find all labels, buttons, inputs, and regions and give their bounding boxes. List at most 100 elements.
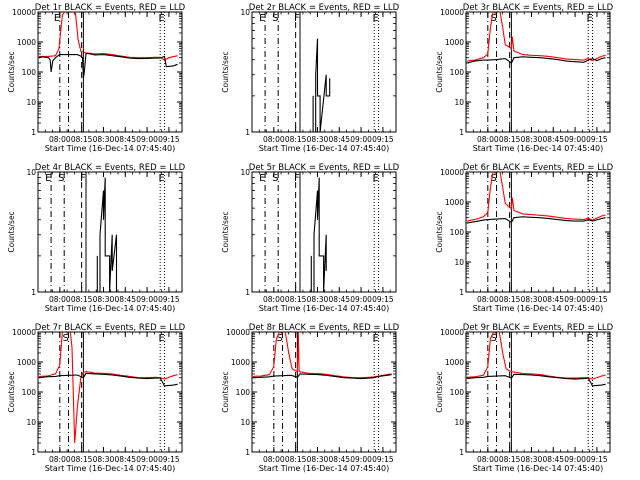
x-tick-label: 08:45: [114, 135, 136, 144]
x-tick-label: 08:00: [49, 455, 71, 464]
event-marker-label: E: [587, 173, 593, 184]
series-line-events: [466, 56, 606, 64]
y-tick-label: 1: [459, 288, 464, 297]
chart-title: Det 8r BLACK = Events, RED = LLD: [249, 323, 400, 333]
x-tick-label: 09:15: [586, 455, 608, 464]
series-line-lld: [466, 172, 606, 222]
y-tick-label: 1000: [445, 38, 464, 47]
x-tick-label: 08:00: [477, 295, 499, 304]
y-tick-label: 10000: [12, 328, 36, 337]
chart-panel-5: Det 5r BLACK = Events, RED = LLD 1 10 08:00…: [221, 163, 400, 313]
y-tick-label: 1: [31, 288, 36, 297]
x-tick-label: 08:45: [542, 295, 564, 304]
chart-title: Det 9r BLACK = Events, RED = LLD: [463, 323, 614, 333]
chart-title: Det 1r BLACK = Events, RED = LLD: [35, 3, 186, 13]
x-tick-label: 08:30: [521, 135, 543, 144]
chart-panel-2: Det 2r BLACK = Events, RED = LLD 1 10 08:00…: [221, 3, 400, 153]
event-marker-label: E: [159, 173, 165, 184]
series-line-events: [38, 372, 178, 387]
y-tick-label: 100: [236, 388, 251, 397]
x-axis-label: Start Time (16-Dec-14 07:45:40): [45, 304, 176, 313]
x-tick-label: 08:45: [328, 135, 350, 144]
event-marker-label: S: [63, 333, 69, 344]
chart-panel-1: Det 1r BLACK = Events, RED = LLD 1 10 100 10…: [7, 3, 186, 153]
event-marker-label: S: [58, 173, 64, 184]
series-line-events: [312, 38, 331, 132]
y-tick-label: 1000: [231, 358, 250, 367]
y-axis-label: Counts/sec: [7, 211, 16, 252]
y-tick-label: 10: [240, 168, 250, 177]
x-tick-label: 09:00: [350, 455, 372, 464]
x-tick-label: 09:15: [372, 295, 394, 304]
x-tick-label: 09:15: [372, 135, 394, 144]
x-tick-label: 08:45: [328, 455, 350, 464]
y-tick-label: 10: [26, 168, 36, 177]
x-tick-label: 08:00: [263, 135, 285, 144]
y-tick-label: 1: [31, 448, 36, 457]
x-axis-label: Start Time (16-Dec-14 07:45:40): [45, 464, 176, 473]
chart-title: Det 7r BLACK = Events, RED = LLD: [35, 323, 186, 333]
event-marker-label: S: [491, 173, 497, 184]
y-tick-label: 10: [240, 418, 250, 427]
chart-panel-7: Det 7r BLACK = Events, RED = LLD 1 10 100 10…: [7, 323, 186, 473]
y-tick-label: 1: [245, 128, 250, 137]
series-line-lld: [38, 12, 178, 61]
event-marker-label: F: [80, 173, 86, 184]
x-tick-label: 08:00: [49, 295, 71, 304]
y-tick-label: 100: [450, 388, 465, 397]
event-marker-label: E: [373, 13, 379, 24]
y-tick-label: 10: [454, 258, 464, 267]
x-tick-label: 09:00: [564, 135, 586, 144]
y-tick-label: 100: [450, 68, 465, 77]
x-tick-label: 08:30: [93, 455, 115, 464]
series-line-events: [466, 373, 606, 387]
x-tick-label: 09:00: [350, 135, 372, 144]
x-tick-label: 08:15: [71, 295, 93, 304]
x-tick-label: 08:15: [71, 455, 93, 464]
x-axis-label: Start Time (16-Dec-14 07:45:40): [473, 144, 604, 153]
x-axis-label: Start Time (16-Dec-14 07:45:40): [45, 144, 176, 153]
x-tick-label: 08:00: [477, 135, 499, 144]
event-marker-label: E: [259, 173, 265, 184]
y-tick-label: 1: [245, 288, 250, 297]
x-axis-label: Start Time (16-Dec-14 07:45:40): [473, 304, 604, 313]
x-tick-label: 09:15: [158, 135, 180, 144]
event-marker-label: E: [159, 13, 165, 24]
y-tick-label: 1000: [445, 358, 464, 367]
x-tick-label: 09:00: [564, 455, 586, 464]
x-tick-label: 08:00: [49, 135, 71, 144]
x-axis-label: Start Time (16-Dec-14 07:45:40): [259, 144, 390, 153]
x-tick-label: 09:00: [350, 295, 372, 304]
series-line-lld: [466, 332, 606, 380]
series-line-events: [466, 216, 606, 224]
event-marker-label: F: [294, 173, 300, 184]
y-tick-label: 1: [31, 128, 36, 137]
series-line-events: [38, 52, 178, 79]
event-marker-label: E: [373, 173, 379, 184]
x-tick-label: 08:45: [114, 295, 136, 304]
x-tick-label: 08:15: [71, 135, 93, 144]
event-marker-label: E: [45, 173, 51, 184]
series-line-events: [310, 177, 327, 292]
event-marker-label: S: [277, 333, 283, 344]
x-tick-label: 08:30: [93, 295, 115, 304]
x-tick-label: 09:15: [586, 135, 608, 144]
event-marker-label: E: [373, 333, 379, 344]
x-tick-label: 09:00: [564, 295, 586, 304]
y-axis-label: Counts/sec: [221, 371, 230, 412]
y-axis-label: Counts/sec: [7, 371, 16, 412]
x-tick-label: 08:15: [499, 135, 521, 144]
x-tick-label: 08:15: [285, 135, 307, 144]
x-tick-label: 08:15: [285, 295, 307, 304]
event-marker-label: S: [491, 333, 497, 344]
y-tick-label: 10000: [12, 8, 36, 17]
y-axis-label: Counts/sec: [7, 51, 16, 92]
x-tick-label: 08:45: [542, 135, 564, 144]
event-marker-label: E: [587, 333, 593, 344]
event-marker-label: E: [587, 13, 593, 24]
x-tick-label: 08:45: [328, 295, 350, 304]
x-tick-label: 08:00: [477, 455, 499, 464]
x-tick-label: 08:30: [521, 295, 543, 304]
x-axis-label: Start Time (16-Dec-14 07:45:40): [473, 464, 604, 473]
